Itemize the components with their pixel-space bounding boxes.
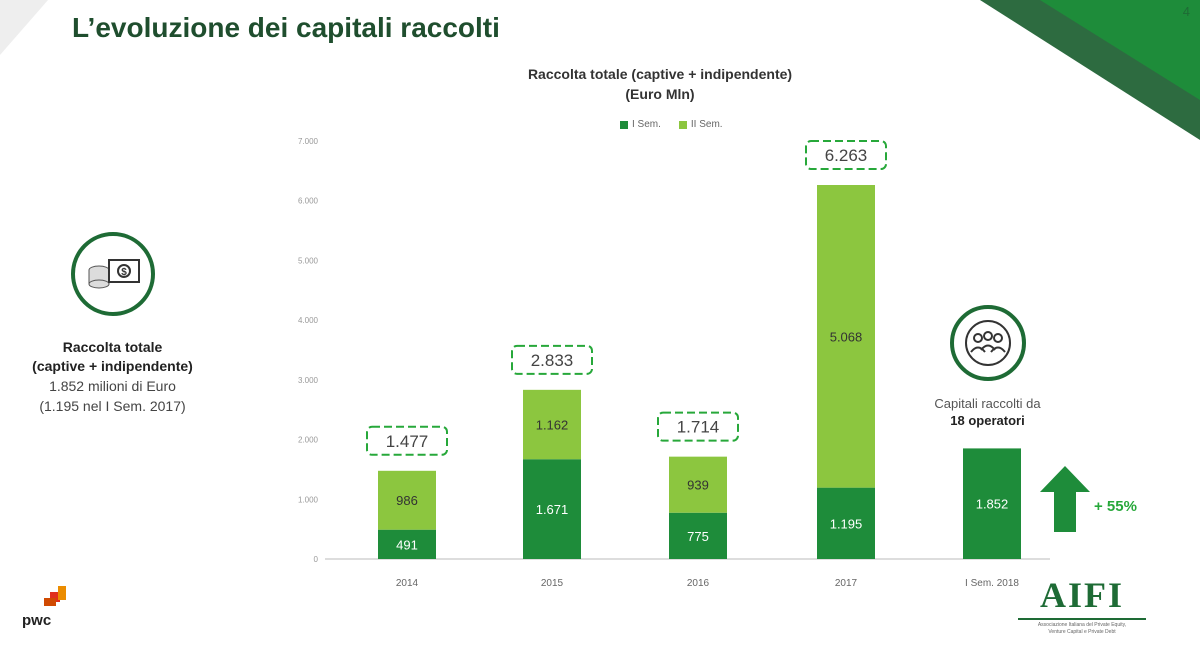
aifi-divider (1018, 618, 1146, 620)
total-box (657, 411, 739, 442)
total-box (511, 344, 593, 375)
y-tick-label: 1.000 (298, 495, 319, 504)
people-icon (949, 305, 1026, 381)
bar-first-half (817, 487, 875, 559)
aifi-logo: AIFI Associazione Italiana del Private E… (1012, 574, 1152, 636)
total-box (805, 140, 887, 171)
aifi-logo-text: AIFI (1039, 575, 1124, 615)
bar-second-half (378, 470, 436, 530)
corner-decoration (0, 0, 48, 55)
total-label: 6.263 (825, 146, 868, 165)
svg-text:$: $ (121, 267, 127, 278)
y-tick-label: 0 (314, 555, 319, 564)
legend-item-first: I Sem. (620, 119, 661, 130)
aifi-subtitle-1: Associazione Italiana del Private Equity… (1037, 622, 1127, 628)
arrow-up-icon (1040, 466, 1090, 532)
bar-value-label: 1.195 (830, 516, 863, 531)
chart-subtitle: (Euro Mln) (625, 86, 695, 102)
bar-value-label: 986 (396, 493, 418, 508)
left-panel-title: Raccolta totale (captive + indipendente) (0, 338, 225, 376)
page-title: L’evoluzione dei capitali raccolti (72, 12, 500, 43)
page-number: 4 (1182, 4, 1190, 19)
x-tick-label: 2016 (687, 578, 710, 589)
bar-value-label: 939 (687, 478, 709, 493)
y-tick-label: 3.000 (298, 376, 319, 385)
pwc-logo-text: pwc (22, 612, 52, 629)
bar-second-half (817, 185, 875, 488)
chart-title: Raccolta totale (captive + indipendente) (527, 66, 793, 82)
left-panel: $ Raccolta totale (captive + indipendent… (0, 232, 225, 416)
bar-value-label: 1.162 (536, 418, 569, 433)
left-panel-comparison: (1.195 nel I Sem. 2017) (39, 398, 186, 414)
y-tick-label: 5.000 (298, 256, 319, 265)
total-label: 2.833 (531, 351, 574, 370)
x-tick-label: I Sem. 2018 (965, 578, 1019, 589)
corner-decoration-green (980, 0, 1200, 140)
bar-first-half (963, 448, 1021, 559)
legend-swatch (678, 120, 687, 129)
total-label: 1.477 (386, 432, 429, 451)
bar-second-half (523, 389, 581, 460)
bar-first-half (523, 459, 581, 559)
bar-second-half (669, 456, 727, 513)
right-panel: Capitali raccolti da 18 operatori (905, 305, 1070, 428)
bar-value-label: 5.068 (830, 329, 863, 344)
legend-label: I Sem. (632, 119, 661, 130)
chart-title-block: Raccolta totale (captive + indipendente)… (380, 64, 940, 104)
y-tick-label: 4.000 (298, 316, 319, 325)
pwc-logo (44, 586, 66, 606)
y-tick-label: 6.000 (298, 197, 319, 206)
left-panel-title-line2: (captive + indipendente) (32, 358, 193, 374)
right-panel-operators: 18 operatori (950, 413, 1025, 428)
bar-first-half (378, 529, 436, 559)
legend-item-second: II Sem. (678, 119, 723, 130)
total-label: 1.714 (677, 418, 720, 437)
bar-value-label: 1.671 (536, 502, 569, 517)
money-icon: $ (70, 232, 155, 316)
bar-value-label: 775 (687, 529, 709, 544)
y-tick-label: 7.000 (298, 137, 319, 146)
y-tick-label: 2.000 (298, 436, 319, 445)
legend-label: II Sem. (690, 119, 723, 130)
x-tick-label: 2015 (541, 578, 564, 589)
bar-first-half (669, 512, 727, 559)
aifi-subtitle-2: Venture Capital e Private Debt (1048, 629, 1116, 635)
chart-legend: I Sem. II Sem. (620, 119, 723, 130)
total-box (366, 425, 448, 456)
x-tick-label: 2014 (396, 578, 419, 589)
legend-swatch (620, 120, 628, 129)
bar-value-label: 491 (396, 537, 418, 552)
right-panel-text: Capitali raccolti da (934, 396, 1041, 411)
x-tick-label: 2017 (835, 578, 858, 589)
left-panel-amount: 1.852 milioni di Euro (49, 378, 176, 394)
growth-percentage: + 55% (1094, 498, 1137, 515)
bar-value-label: 1.852 (976, 497, 1009, 512)
left-panel-title-line1: Raccolta totale (62, 339, 163, 355)
